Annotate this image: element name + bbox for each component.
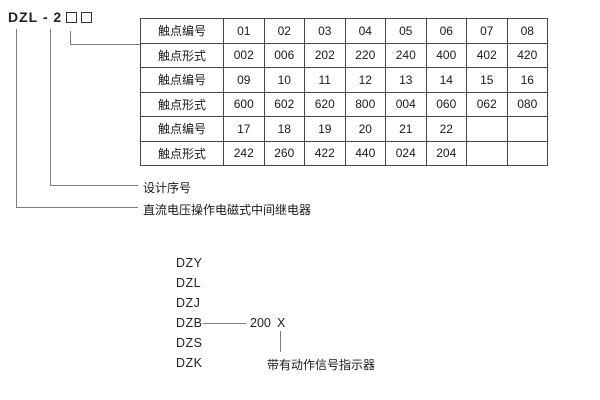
row-label: 触点形式 xyxy=(140,91,224,117)
dzb-connector-line xyxy=(203,323,246,324)
series-item-dzb: DZB xyxy=(176,316,203,330)
table-cell: 024 xyxy=(385,140,427,166)
placeholder-square xyxy=(81,11,93,23)
table-cell: 260 xyxy=(263,140,305,166)
indicator-note: 带有动作信号指示器 xyxy=(267,358,376,372)
table-cell: 01 xyxy=(223,18,265,44)
table-cell: 05 xyxy=(385,18,427,44)
table-cell: 04 xyxy=(344,18,386,44)
series-item-dzk: DZK xyxy=(176,356,203,370)
table-cell: 22 xyxy=(425,116,467,142)
table-cell: 002 xyxy=(223,42,265,68)
table-cell xyxy=(466,140,508,166)
table-cell: 07 xyxy=(466,18,508,44)
series-item-dzl: DZL xyxy=(176,276,202,290)
table-cell: 14 xyxy=(425,67,467,93)
table-cell: 08 xyxy=(506,18,548,44)
table-cell: 004 xyxy=(385,91,427,117)
table-row: 触点形式 242 260 422 440 024 204 xyxy=(140,140,548,166)
table-cell: 006 xyxy=(263,42,305,68)
table-cell: 21 xyxy=(385,116,427,142)
table-cell: 02 xyxy=(263,18,305,44)
table-cell: 18 xyxy=(263,116,305,142)
table-cell: 422 xyxy=(304,140,346,166)
table-cell xyxy=(506,140,548,166)
series-item-dzy: DZY xyxy=(176,256,203,270)
leader-line-contact-code xyxy=(70,31,71,44)
table-cell: 20 xyxy=(344,116,386,142)
table-cell: 19 xyxy=(304,116,346,142)
series-list: DZY DZL DZJ DZB DZS DZK xyxy=(176,253,203,373)
model-code-text: DZL - 2 xyxy=(8,9,63,25)
table-cell: 400 xyxy=(425,42,467,68)
table-cell: 800 xyxy=(344,91,386,117)
table-row: 触点编号 17 18 19 20 21 22 xyxy=(140,116,548,142)
leader-line-design-serial xyxy=(50,29,51,185)
table-cell: 10 xyxy=(263,67,305,93)
contact-table: 触点编号 01 02 03 04 05 06 07 08 触点形式 002 00… xyxy=(140,18,548,166)
table-cell: 03 xyxy=(304,18,346,44)
table-cell: 202 xyxy=(304,42,346,68)
table-cell: 620 xyxy=(304,91,346,117)
table-cell: 06 xyxy=(425,18,467,44)
table-cell: 080 xyxy=(506,91,548,117)
row-label: 触点编号 xyxy=(140,116,224,142)
leader-line-contact-code xyxy=(70,44,140,45)
row-label: 触点编号 xyxy=(140,67,224,93)
row-label: 触点形式 xyxy=(140,42,224,68)
table-cell: 15 xyxy=(466,67,508,93)
leader-line-design-serial xyxy=(50,185,138,186)
table-cell: 13 xyxy=(385,67,427,93)
table-row: 触点编号 09 10 11 12 13 14 15 16 xyxy=(140,67,548,93)
table-cell: 242 xyxy=(223,140,265,166)
dzb-rating-value: 200 xyxy=(250,316,271,330)
table-cell: 204 xyxy=(425,140,467,166)
table-cell: 16 xyxy=(506,67,548,93)
table-cell xyxy=(506,116,548,142)
table-cell: 062 xyxy=(466,91,508,117)
series-item-dzs: DZS xyxy=(176,336,203,350)
indicator-connector-line xyxy=(280,331,281,352)
row-label: 触点形式 xyxy=(140,140,224,166)
table-cell: 440 xyxy=(344,140,386,166)
table-cell: 17 xyxy=(223,116,265,142)
table-row: 触点形式 600 602 620 800 004 060 062 080 xyxy=(140,91,548,117)
table-cell: 11 xyxy=(304,67,346,93)
table-cell: 600 xyxy=(223,91,265,117)
dzb-variable: X xyxy=(277,316,286,330)
table-cell: 12 xyxy=(344,67,386,93)
relay-type-label: 直流电压操作电磁式中间继电器 xyxy=(143,203,312,217)
table-cell: 602 xyxy=(263,91,305,117)
design-serial-label: 设计序号 xyxy=(143,181,192,195)
table-cell: 060 xyxy=(425,91,467,117)
row-label: 触点编号 xyxy=(140,18,224,44)
table-cell: 220 xyxy=(344,42,386,68)
table-cell: 402 xyxy=(466,42,508,68)
table-cell: 09 xyxy=(223,67,265,93)
table-row: 触点编号 01 02 03 04 05 06 07 08 xyxy=(140,18,548,44)
placeholder-square xyxy=(66,11,78,23)
model-code: DZL - 2 xyxy=(8,9,93,25)
table-cell: 240 xyxy=(385,42,427,68)
series-item-dzj: DZJ xyxy=(176,296,201,310)
table-cell xyxy=(466,116,508,142)
table-cell: 420 xyxy=(506,42,548,68)
leader-line-relay-type xyxy=(16,29,17,207)
table-row: 触点形式 002 006 202 220 240 400 402 420 xyxy=(140,42,548,68)
leader-line-relay-type xyxy=(16,207,138,208)
